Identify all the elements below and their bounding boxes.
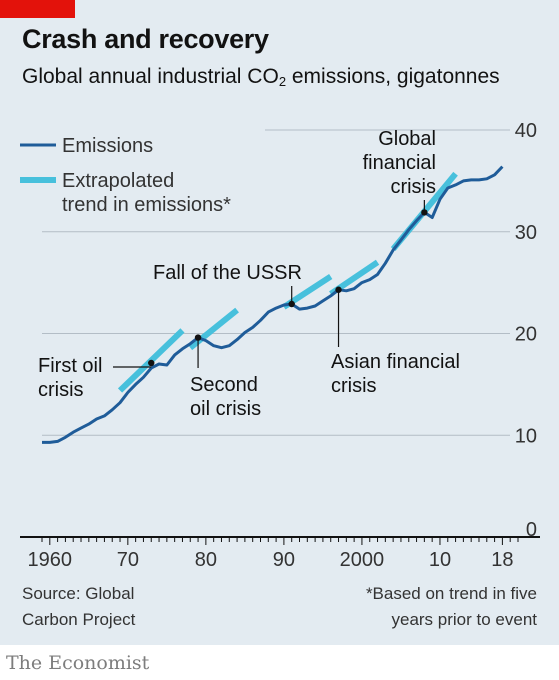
y-tick-label-30: 30 [515, 222, 537, 244]
source-note: Source: Global Carbon Project [22, 584, 136, 629]
gridlines [42, 129, 510, 436]
annotation-gfc-line-2: financial [363, 152, 436, 174]
x-tick-label-1960: 1960 [28, 549, 73, 571]
event-dot-second-oil [194, 334, 202, 341]
subtitle-rest: emissions, gigatonnes [286, 65, 500, 88]
annotation-first-oil-line-1: First oil [38, 355, 102, 377]
annotation-second-oil-line-1: Second [190, 374, 258, 396]
economist-logo: The Economist [6, 652, 150, 674]
x-tick-label-1970: 70 [117, 549, 139, 571]
x-tick-label-2010: 10 [429, 549, 451, 571]
annotation-asian-line-2: crisis [331, 375, 377, 397]
annotation-first-oil-line-2: crisis [38, 379, 84, 401]
y-tick-labels: 0 10 20 30 40 [515, 120, 537, 541]
x-tick-label-2018: 18 [491, 549, 513, 571]
annotation-asian: Asian financial crisis [331, 351, 460, 397]
trend-segment-2 [188, 307, 239, 351]
annotation-second-oil: Second oil crisis [190, 374, 261, 420]
subtitle-subscript: 2 [278, 74, 287, 89]
event-dot-first-oil [148, 359, 155, 367]
event-dot-gfc [421, 209, 428, 216]
y-tick-label-20: 20 [515, 324, 537, 346]
y-tick-label-0: 0 [526, 519, 537, 541]
legend-label-trend: Extrapolated trend in emissions* [62, 170, 231, 216]
x-tick-label-1980: 80 [195, 549, 217, 571]
x-tick-label-1990: 90 [273, 549, 295, 571]
legend: Emissions Extrapolated trend in emissions… [20, 135, 231, 216]
brand-tag [0, 0, 75, 18]
legend-label-emissions: Emissions [62, 135, 153, 157]
annotation-first-oil: First oil crisis [38, 355, 102, 401]
legend-label-trend-line-2: trend in emissions* [62, 194, 231, 216]
event-dot-asian [335, 286, 342, 293]
y-tick-label-10: 10 [515, 425, 537, 447]
annotation-ussr-line-1: Fall of the USSR [153, 262, 302, 284]
annotation-gfc-line-3: crisis [390, 176, 436, 198]
annotation-second-oil-line-2: oil crisis [190, 398, 261, 420]
footnote: *Based on trend in five years prior to e… [365, 584, 537, 629]
legend-label-trend-line-1: Extrapolated [62, 170, 174, 192]
annotation-asian-line-1: Asian financial [331, 351, 460, 373]
annotation-gfc-line-1: Global [378, 128, 436, 150]
event-dot-ussr [288, 300, 295, 308]
chart-title: Crash and recovery [22, 24, 269, 54]
x-axis: 1960 70 80 90 2000 10 18 [20, 536, 540, 571]
annotation-gfc: Global financial crisis [363, 128, 436, 198]
x-tick-label-2000: 2000 [340, 549, 385, 571]
subtitle-main: Global annual industrial CO [22, 65, 279, 88]
chart-subtitle: Global annual industrial CO2 emissions, … [22, 65, 500, 89]
annotation-ussr: Fall of the USSR [153, 262, 302, 284]
y-tick-label-40: 40 [515, 120, 537, 142]
